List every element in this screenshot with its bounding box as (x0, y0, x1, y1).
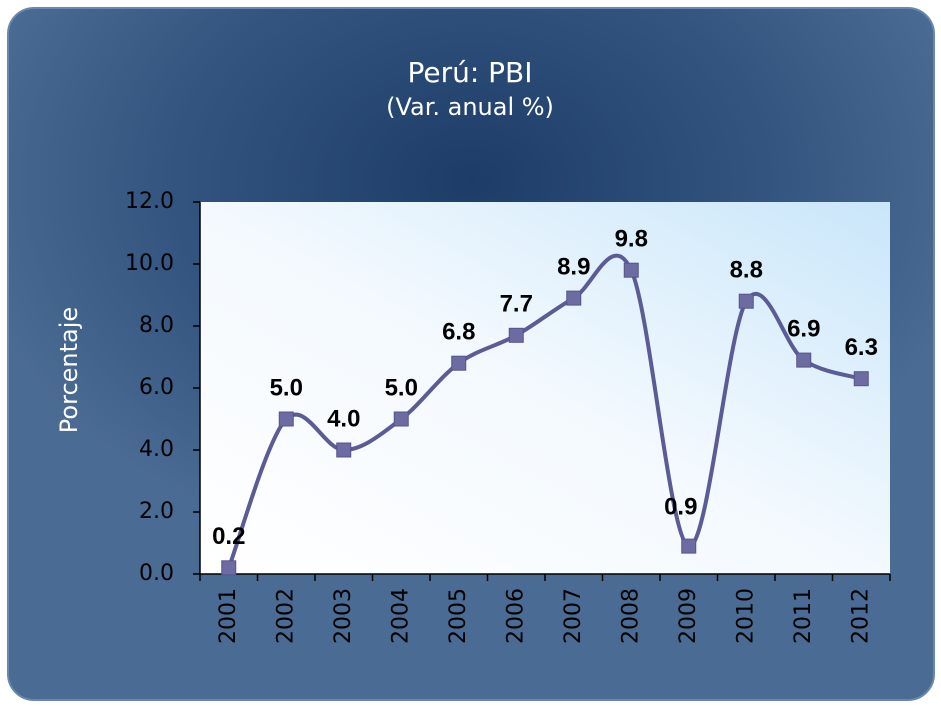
chart-title: Perú: PBI (407, 56, 532, 89)
y-tick-label: 10.0 (125, 251, 174, 276)
x-tick-label: 2008 (618, 588, 643, 644)
data-label: 0.9 (664, 493, 697, 520)
x-tick-label: 2002 (273, 588, 298, 644)
data-label: 6.8 (442, 319, 475, 346)
plot-area (200, 202, 890, 574)
marker (738, 293, 754, 309)
data-label: 0.2 (212, 523, 245, 550)
marker (681, 538, 697, 554)
data-label: 8.9 (557, 253, 590, 280)
marker (451, 355, 467, 371)
data-label: 5.0 (385, 374, 418, 401)
y-tick-label: 0.0 (139, 561, 174, 586)
marker (508, 327, 524, 343)
marker (566, 290, 582, 306)
data-label: 4.0 (327, 405, 360, 432)
data-label: 6.9 (787, 315, 820, 342)
y-tick-label: 4.0 (139, 437, 174, 462)
marker (221, 560, 237, 576)
x-tick-label: 2009 (676, 588, 701, 644)
marker (278, 411, 294, 427)
marker (336, 442, 352, 458)
data-label: 5.0 (270, 374, 303, 401)
marker (853, 371, 869, 387)
x-tick-label: 2003 (331, 588, 356, 644)
data-label: 9.8 (615, 226, 648, 253)
y-tick-label: 12.0 (125, 189, 174, 214)
chart-subtitle: (Var. anual %) (386, 93, 554, 121)
y-tick-label: 6.0 (139, 375, 174, 400)
y-tick-label: 8.0 (139, 313, 174, 338)
data-label: 7.7 (500, 291, 533, 318)
x-tick-label: 2004 (388, 588, 413, 644)
x-tick-label: 2011 (791, 588, 816, 644)
marker (796, 352, 812, 368)
x-tick-label: 2007 (561, 588, 586, 644)
marker (623, 262, 639, 278)
x-tick-label: 2005 (446, 588, 471, 644)
marker (393, 411, 409, 427)
y-axis-label: Porcentaje (55, 307, 83, 433)
x-tick-label: 2001 (216, 588, 241, 644)
x-tick-label: 2006 (503, 588, 528, 644)
y-tick-label: 2.0 (139, 499, 174, 524)
data-label: 8.8 (730, 257, 763, 284)
x-tick-label: 2010 (733, 588, 758, 644)
data-label: 6.3 (845, 334, 878, 361)
x-tick-label: 2012 (848, 588, 873, 644)
